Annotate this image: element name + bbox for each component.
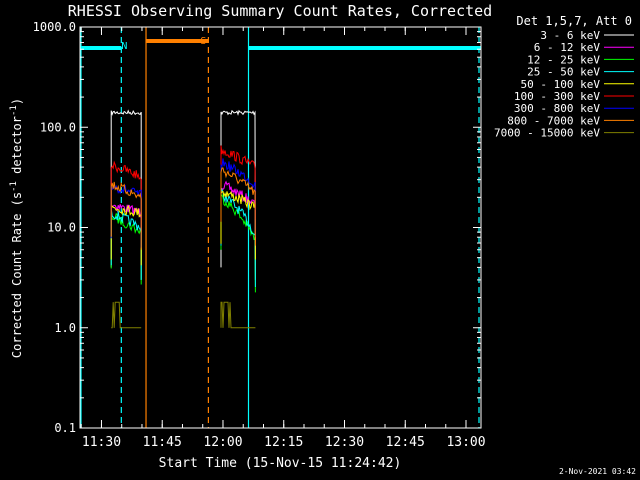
series-line-6-12keV: [220, 180, 256, 257]
series-line-300-800keV: [220, 158, 256, 237]
series-line-800-7000keV: [220, 167, 256, 246]
y-tick-label: 100.0: [40, 120, 76, 134]
y-tick-label: 1000.0: [33, 20, 76, 34]
series-line-7000-15000keV: [220, 301, 256, 329]
series-line-25-50keV: [220, 188, 256, 288]
series-layer: [110, 109, 256, 329]
series-line-50-100keV: [110, 204, 142, 266]
y-axis-label: Corrected Count Rate (s-1 detector-1): [9, 98, 24, 358]
legend-label: 12 - 25 keV: [527, 53, 600, 66]
x-axis-label: Start Time (15-Nov-15 11:24:42): [159, 456, 402, 471]
x-tick-label: 12:15: [264, 435, 303, 450]
y-label-sup-1: -1: [9, 181, 19, 192]
x-tick-label: 11:30: [82, 435, 121, 450]
x-axis: 11:30 11:45 12:00 12:15 12:30 12:45 13:00: [80, 27, 486, 450]
x-tick-label: 11:45: [143, 435, 182, 450]
legend-label: 100 - 300 keV: [514, 90, 600, 103]
series-line-3-6keV: [220, 109, 256, 280]
series-line-7000-15000keV: [111, 301, 142, 329]
x-tick-label: 12:00: [203, 435, 242, 450]
legend-label: 7000 - 15000 keV: [494, 127, 600, 140]
y-tick-label: 0.1: [54, 421, 76, 435]
legend-title: Det 1,5,7, Att 0: [516, 14, 632, 28]
y-axis: 1000.0 100.0 10.0 1.0 0.1: [33, 20, 481, 435]
x-tick-label: 12:30: [325, 435, 364, 450]
plot-frame: [79, 26, 482, 429]
y-label-part-1: Corrected Count Rate (s: [10, 192, 24, 358]
legend-label: 25 - 50 keV: [527, 66, 600, 79]
y-label-part-2: detector: [10, 116, 24, 181]
legend-label: 800 - 7000 keV: [507, 114, 600, 127]
series-line-100-300keV: [220, 145, 256, 220]
x-tick-label: 12:45: [386, 435, 425, 450]
footer-date: 2-Nov-2021 03:42: [559, 467, 636, 476]
y-label-part-3: ): [10, 98, 24, 105]
series-line-800-7000keV: [110, 181, 142, 250]
x-tick-label: 13:00: [446, 435, 485, 450]
legend-label: 6 - 12 keV: [534, 41, 601, 54]
marker-label-night: N: [121, 41, 127, 52]
series-line-50-100keV: [220, 190, 256, 260]
series-line-100-300keV: [110, 160, 142, 230]
y-tick-label: 1.0: [54, 321, 76, 335]
legend-label: 3 - 6 keV: [540, 29, 600, 42]
series-line-12-25keV: [110, 211, 142, 285]
series-line-3-6keV: [110, 109, 142, 280]
chart-title: RHESSI Observing Summary Count Rates, Co…: [68, 2, 492, 20]
marker-label-SAA: S: [200, 36, 206, 47]
legend-label: 50 - 100 keV: [521, 78, 601, 91]
y-label-sup-2: -1: [9, 105, 19, 116]
y-tick-label: 10.0: [47, 221, 76, 235]
series-line-25-50keV: [110, 208, 142, 280]
legend-label: 300 - 800 keV: [514, 102, 600, 115]
